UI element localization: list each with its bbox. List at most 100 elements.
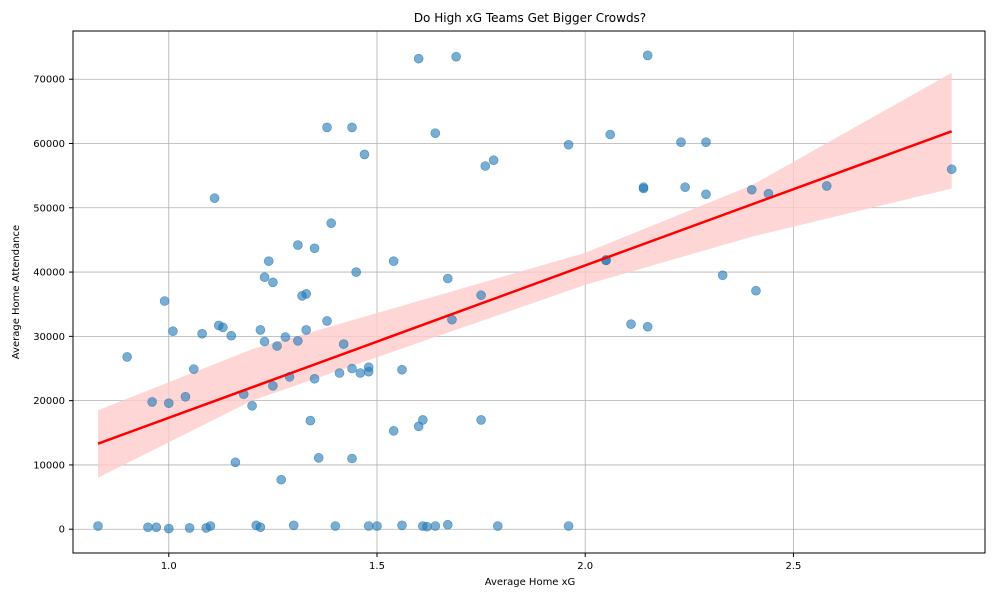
data-point [209,193,220,203]
data-point [259,272,270,283]
regression-line [97,130,953,445]
data-point [143,522,153,533]
data-point [605,129,616,140]
data-point [347,122,357,133]
data-point [642,321,653,332]
data-point [309,243,320,254]
data-point [259,336,270,347]
x-tick-label: 2.5 [785,561,801,572]
y-tick-label: 20000 [33,396,65,407]
x-axis-ticks: 1.0 1.5 2.0 2.5 [161,553,801,572]
data-point [388,256,399,266]
data-point [268,277,278,288]
y-tick-label: 10000 [33,460,65,471]
y-axis-ticks: 0 10000 20000 30000 40000 50000 60000 70000 [33,75,73,536]
data-point [751,285,761,296]
data-point [397,520,407,531]
data-point [122,352,132,362]
data-point [230,457,241,468]
data-point [372,521,382,531]
data-point [355,368,366,378]
y-tick-label: 0 [59,525,65,536]
data-point [334,368,345,378]
data-point [418,415,428,425]
data-point [180,391,191,402]
data-point [563,139,574,150]
data-point [638,183,649,194]
data-point [159,296,170,306]
regression-line-group [97,130,953,445]
data-point [363,362,374,373]
y-tick-label: 30000 [33,332,65,343]
data-point [247,400,257,411]
chart-title: Do High xG Teams Get Bigger Crowds? [414,11,646,25]
data-point [347,453,357,464]
data-point [492,521,503,531]
data-point [301,325,312,335]
data-point [359,149,370,160]
data-point [442,273,453,284]
data-point [255,325,266,335]
data-point [226,330,237,341]
data-point [676,137,686,148]
confidence-band [97,72,952,478]
data-point [422,521,432,532]
data-point [322,122,332,133]
x-tick-label: 1.5 [369,561,385,572]
data-point [351,267,361,277]
data-point [680,182,690,193]
data-point [326,218,336,229]
data-point [293,240,303,250]
y-tick-label: 40000 [33,268,65,279]
x-tick-label: 1.0 [161,561,177,572]
y-tick-label: 60000 [33,139,65,150]
data-point [442,519,453,530]
data-point [263,256,274,266]
plot-frame [72,30,986,554]
data-point [363,521,374,531]
data-point [197,328,207,339]
data-point [746,184,757,195]
data-point [268,381,278,391]
data-point [313,453,324,463]
y-axis-label: Average Home Attendance [11,225,22,359]
data-point [451,51,461,62]
data-point [480,161,491,171]
data-point [255,522,266,533]
data-point [946,164,957,175]
data-point [93,521,103,531]
data-point [276,474,287,485]
data-point [701,189,711,200]
data-point [309,373,320,384]
data-point [288,520,299,531]
data-point [701,137,711,148]
data-point [218,322,228,333]
data-point [626,319,636,329]
x-axis-label: Average Home xG [485,577,576,588]
data-point [184,523,195,533]
data-point [388,426,399,436]
data-point [347,363,357,374]
data-point [717,270,728,281]
data-point [293,336,303,346]
data-point [188,364,199,374]
data-point [476,290,486,301]
data-point [488,155,499,166]
data-points [93,50,957,534]
data-point [322,316,332,326]
data-point [821,181,832,191]
data-point [151,522,162,533]
data-point [430,128,441,139]
data-point [397,364,407,375]
data-point [205,521,216,531]
data-point [301,289,312,299]
data-point [413,53,424,64]
data-point [330,521,341,531]
x-tick-label: 2.0 [577,561,593,572]
data-point [147,397,157,407]
y-tick-label: 50000 [33,203,65,214]
data-point [163,523,174,534]
data-point [563,521,574,531]
data-point [168,326,178,337]
data-point [430,521,441,531]
